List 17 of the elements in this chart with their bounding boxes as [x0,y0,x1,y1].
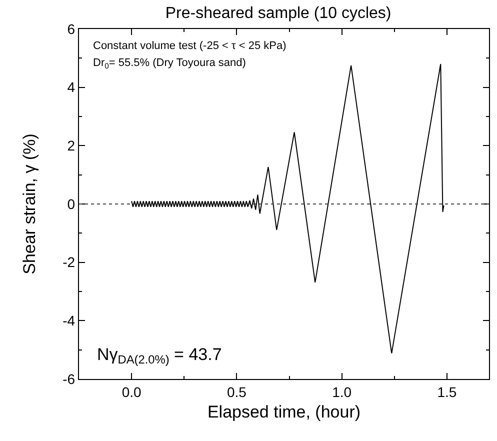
annotation: Dr$_{0}$= 55.5% (Dry Toyoura sand) [93,57,246,70]
x-tick-label: 1.5 [437,384,457,400]
x-tick-label: 1.0 [332,384,352,400]
annotation: Constant volume test (-25 < τ < 25 kPa) [93,40,286,52]
y-tick-label: -6 [62,370,76,387]
x-tick-label: 0.0 [122,384,142,400]
annotation: Nγ$_{DA(2.0%)}$ = 43.7 [97,345,222,367]
y-tick-label: -2 [62,254,76,270]
y-tick-label: 0 [67,196,76,212]
y-tick-label: 4 [67,79,76,96]
y-axis-title: Shear strain, γ (%) [20,134,39,274]
chart-title: Pre-sheared sample (10 cycles) [165,4,392,22]
x-tick-label: 0.5 [226,384,247,400]
y-tick-label: 6 [67,20,76,37]
y-tick-label: -4 [62,312,76,329]
x-axis-title: Elapsed time, (hour) [207,402,361,422]
y-tick-label: 2 [67,138,76,154]
